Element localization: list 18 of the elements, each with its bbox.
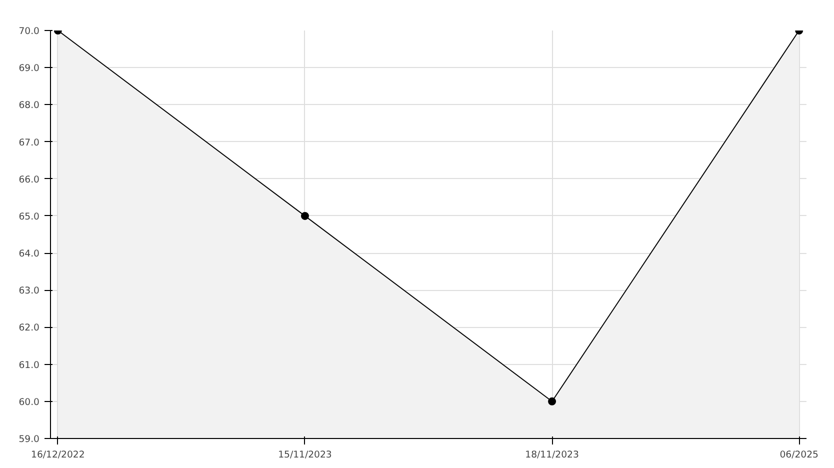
y-tick-label: 67.0 <box>18 137 40 148</box>
y-tick-label: 61.0 <box>18 360 40 371</box>
x-tick-label: 16/12/2022 <box>31 450 85 460</box>
point <box>300 212 309 220</box>
y-tick-label: 60.0 <box>18 396 40 408</box>
y-tick-label: 64.0 <box>18 248 40 260</box>
x-tick-label: 15/11/2023 <box>278 450 332 460</box>
y-tick-label: 69.0 <box>18 63 40 74</box>
y-tick-label: 66.0 <box>18 174 40 186</box>
y-tick-label: 70.0 <box>18 26 40 37</box>
y-tick-label: 62.0 <box>18 322 40 334</box>
x-tick-label: 06/2025 <box>780 450 819 460</box>
y-tick-label: 68.0 <box>18 100 40 112</box>
x-tick-label: 18/11/2023 <box>525 450 579 460</box>
y-tick-label: 65.0 <box>18 211 40 222</box>
y-tick-label: 63.0 <box>18 286 40 297</box>
y-tick-label: 59.0 <box>18 434 40 445</box>
point <box>548 397 556 406</box>
